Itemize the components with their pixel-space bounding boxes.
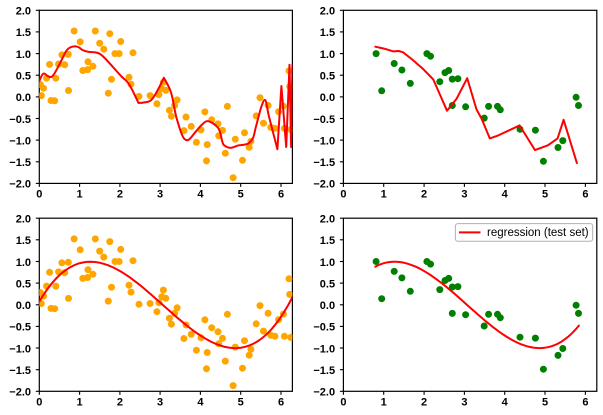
svg-text:0: 0: [36, 397, 42, 409]
svg-text:−2.0: −2.0: [9, 179, 31, 191]
svg-text:1.0: 1.0: [16, 49, 31, 61]
svg-text:3: 3: [157, 189, 163, 201]
svg-text:0.5: 0.5: [16, 278, 31, 290]
svg-text:−1.0: −1.0: [313, 135, 335, 147]
svg-text:−2.0: −2.0: [9, 387, 31, 399]
svg-text:−1.5: −1.5: [313, 157, 335, 169]
svg-text:4: 4: [502, 189, 509, 201]
svg-text:5: 5: [238, 189, 244, 201]
svg-text:2: 2: [421, 397, 427, 409]
svg-text:−2.0: −2.0: [313, 387, 335, 399]
svg-text:2.0: 2.0: [16, 214, 31, 226]
svg-text:−2.0: −2.0: [313, 179, 335, 191]
svg-text:1.0: 1.0: [16, 257, 31, 269]
svg-text:1.5: 1.5: [320, 27, 335, 39]
svg-text:1.0: 1.0: [320, 49, 335, 61]
svg-text:3: 3: [157, 397, 163, 409]
svg-text:−0.5: −0.5: [313, 322, 335, 334]
svg-text:3: 3: [461, 397, 467, 409]
svg-text:3: 3: [461, 189, 467, 201]
svg-text:4: 4: [502, 397, 509, 409]
svg-text:0: 0: [340, 397, 346, 409]
svg-text:0.5: 0.5: [16, 71, 31, 83]
svg-text:1.5: 1.5: [16, 235, 31, 247]
svg-text:2.0: 2.0: [320, 6, 335, 18]
svg-text:0: 0: [340, 189, 346, 201]
svg-text:−0.5: −0.5: [9, 114, 31, 126]
svg-text:0.0: 0.0: [16, 92, 31, 104]
svg-text:6: 6: [278, 397, 284, 409]
svg-text:2: 2: [117, 397, 123, 409]
svg-text:1: 1: [381, 189, 387, 201]
svg-text:5: 5: [542, 397, 548, 409]
svg-text:−1.5: −1.5: [313, 365, 335, 377]
svg-text:6: 6: [582, 189, 588, 201]
svg-text:−1.0: −1.0: [313, 343, 335, 355]
svg-text:−1.5: −1.5: [9, 365, 31, 377]
svg-text:4: 4: [197, 189, 204, 201]
svg-text:0.0: 0.0: [320, 300, 335, 312]
svg-text:6: 6: [278, 189, 284, 201]
svg-text:2.0: 2.0: [320, 214, 335, 226]
svg-text:0.0: 0.0: [16, 300, 31, 312]
svg-text:2: 2: [117, 189, 123, 201]
svg-text:1.0: 1.0: [320, 257, 335, 269]
svg-text:1.5: 1.5: [320, 235, 335, 247]
svg-text:0.0: 0.0: [320, 92, 335, 104]
svg-text:−1.0: −1.0: [9, 135, 31, 147]
svg-text:1: 1: [381, 397, 387, 409]
svg-text:−1.5: −1.5: [9, 157, 31, 169]
svg-text:−0.5: −0.5: [313, 114, 335, 126]
svg-text:regression (test set): regression (test set): [487, 227, 589, 239]
svg-text:0: 0: [36, 189, 42, 201]
svg-text:4: 4: [197, 397, 204, 409]
svg-text:0.5: 0.5: [320, 278, 335, 290]
svg-text:5: 5: [238, 397, 244, 409]
svg-text:−1.0: −1.0: [9, 343, 31, 355]
svg-text:5: 5: [542, 189, 548, 201]
svg-text:2: 2: [421, 189, 427, 201]
svg-text:1.5: 1.5: [16, 27, 31, 39]
svg-text:1: 1: [77, 189, 83, 201]
svg-text:0.5: 0.5: [320, 71, 335, 83]
svg-text:2.0: 2.0: [16, 6, 31, 18]
svg-text:−0.5: −0.5: [9, 322, 31, 334]
svg-text:1: 1: [77, 397, 83, 409]
svg-text:6: 6: [582, 397, 588, 409]
